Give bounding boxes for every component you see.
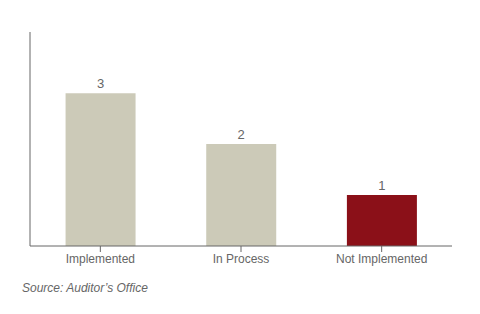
svg-text:Not Implemented: Not Implemented <box>336 252 427 266</box>
svg-text:3: 3 <box>97 76 104 91</box>
svg-text:1: 1 <box>378 178 385 193</box>
svg-text:Implemented: Implemented <box>66 252 135 266</box>
svg-text:In Process: In Process <box>213 252 270 266</box>
svg-text:2: 2 <box>238 127 245 142</box>
html-text:Source: Auditor’s Office: Source: Auditor’s Office <box>22 281 148 295</box>
